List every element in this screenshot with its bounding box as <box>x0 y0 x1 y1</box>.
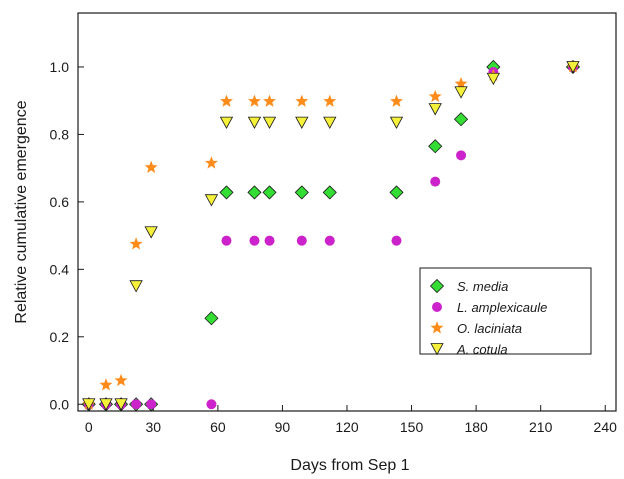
x-tick-label: 150 <box>400 419 424 435</box>
data-point <box>204 311 219 326</box>
data-point <box>295 116 309 129</box>
data-point <box>453 112 469 127</box>
data-point <box>247 185 262 200</box>
y-axis: 0.0 0.2 0.4 0.6 0.8 1.0 <box>50 59 84 412</box>
data-point <box>295 94 309 107</box>
legend-label: S. media <box>457 279 508 294</box>
data-point <box>248 94 261 107</box>
data-point <box>206 399 217 410</box>
data-point <box>99 398 113 411</box>
data-point <box>204 156 218 169</box>
y-tick-label: 1.0 <box>50 59 70 75</box>
data-markers <box>81 59 581 412</box>
legend-label: L. amplexicaule <box>457 300 547 315</box>
x-tick-label: 180 <box>464 419 488 435</box>
data-point <box>129 237 143 250</box>
y-tick-label: 0.8 <box>50 126 70 142</box>
x-tick-label: 240 <box>594 419 618 435</box>
series-star <box>82 60 580 410</box>
data-point <box>129 280 143 293</box>
legend: S. media L. amplexicaule O. laciniata A. co… <box>419 267 592 357</box>
y-axis-title: Relative cumulative emergence <box>13 100 30 323</box>
data-point <box>294 185 309 200</box>
series-diamond <box>81 59 581 412</box>
x-tick-label: 120 <box>335 419 359 435</box>
data-point <box>486 72 501 86</box>
legend-marker <box>430 321 444 334</box>
legend-marker <box>429 278 445 294</box>
data-point <box>114 398 128 411</box>
data-point <box>82 398 96 411</box>
x-axis: 0 30 60 90 120 150 180 210 240 <box>85 405 617 435</box>
data-point <box>114 373 128 387</box>
data-point <box>263 94 276 107</box>
data-point <box>428 103 442 116</box>
data-point <box>322 185 337 200</box>
data-point <box>264 235 275 246</box>
data-point <box>389 185 404 200</box>
data-point <box>204 194 219 207</box>
data-point <box>391 235 402 246</box>
series-triangle-down <box>82 61 580 411</box>
legend-label: A. cotula <box>456 342 508 357</box>
data-point <box>219 116 234 129</box>
data-point <box>221 235 232 246</box>
data-point <box>262 116 277 129</box>
data-point <box>146 399 157 410</box>
x-tick-label: 30 <box>146 419 162 435</box>
data-point <box>428 89 442 103</box>
data-point <box>144 226 158 239</box>
y-tick-label: 0.4 <box>50 261 70 277</box>
x-axis-title: Days from Sep 1 <box>290 457 409 474</box>
data-point <box>219 185 234 200</box>
legend-box <box>419 267 592 355</box>
data-point <box>428 139 443 154</box>
legend-label: O. laciniata <box>457 321 522 336</box>
data-point <box>99 378 113 391</box>
data-point <box>454 77 468 90</box>
data-point <box>249 235 260 246</box>
x-tick-label: 210 <box>529 419 553 435</box>
data-point <box>390 94 403 107</box>
data-point <box>324 235 335 246</box>
data-point <box>323 94 337 107</box>
x-tick-label: 0 <box>85 419 93 435</box>
data-point <box>389 116 404 129</box>
data-point <box>454 86 468 99</box>
data-point <box>566 61 580 74</box>
x-tick-label: 60 <box>210 419 226 435</box>
y-tick-label: 0.6 <box>50 194 70 210</box>
data-point <box>456 150 467 161</box>
data-point <box>430 176 441 187</box>
data-point <box>262 185 277 200</box>
legend-marker <box>430 343 444 356</box>
series-circle <box>83 61 578 410</box>
data-point <box>323 116 337 129</box>
data-point <box>247 116 262 129</box>
data-point <box>296 235 307 246</box>
y-tick-label: 0.2 <box>50 329 70 345</box>
x-tick-label: 90 <box>275 419 291 435</box>
data-point <box>131 399 142 410</box>
data-point <box>220 94 233 107</box>
y-tick-label: 0.0 <box>50 396 70 412</box>
data-point <box>144 160 158 173</box>
legend-marker <box>432 302 442 312</box>
